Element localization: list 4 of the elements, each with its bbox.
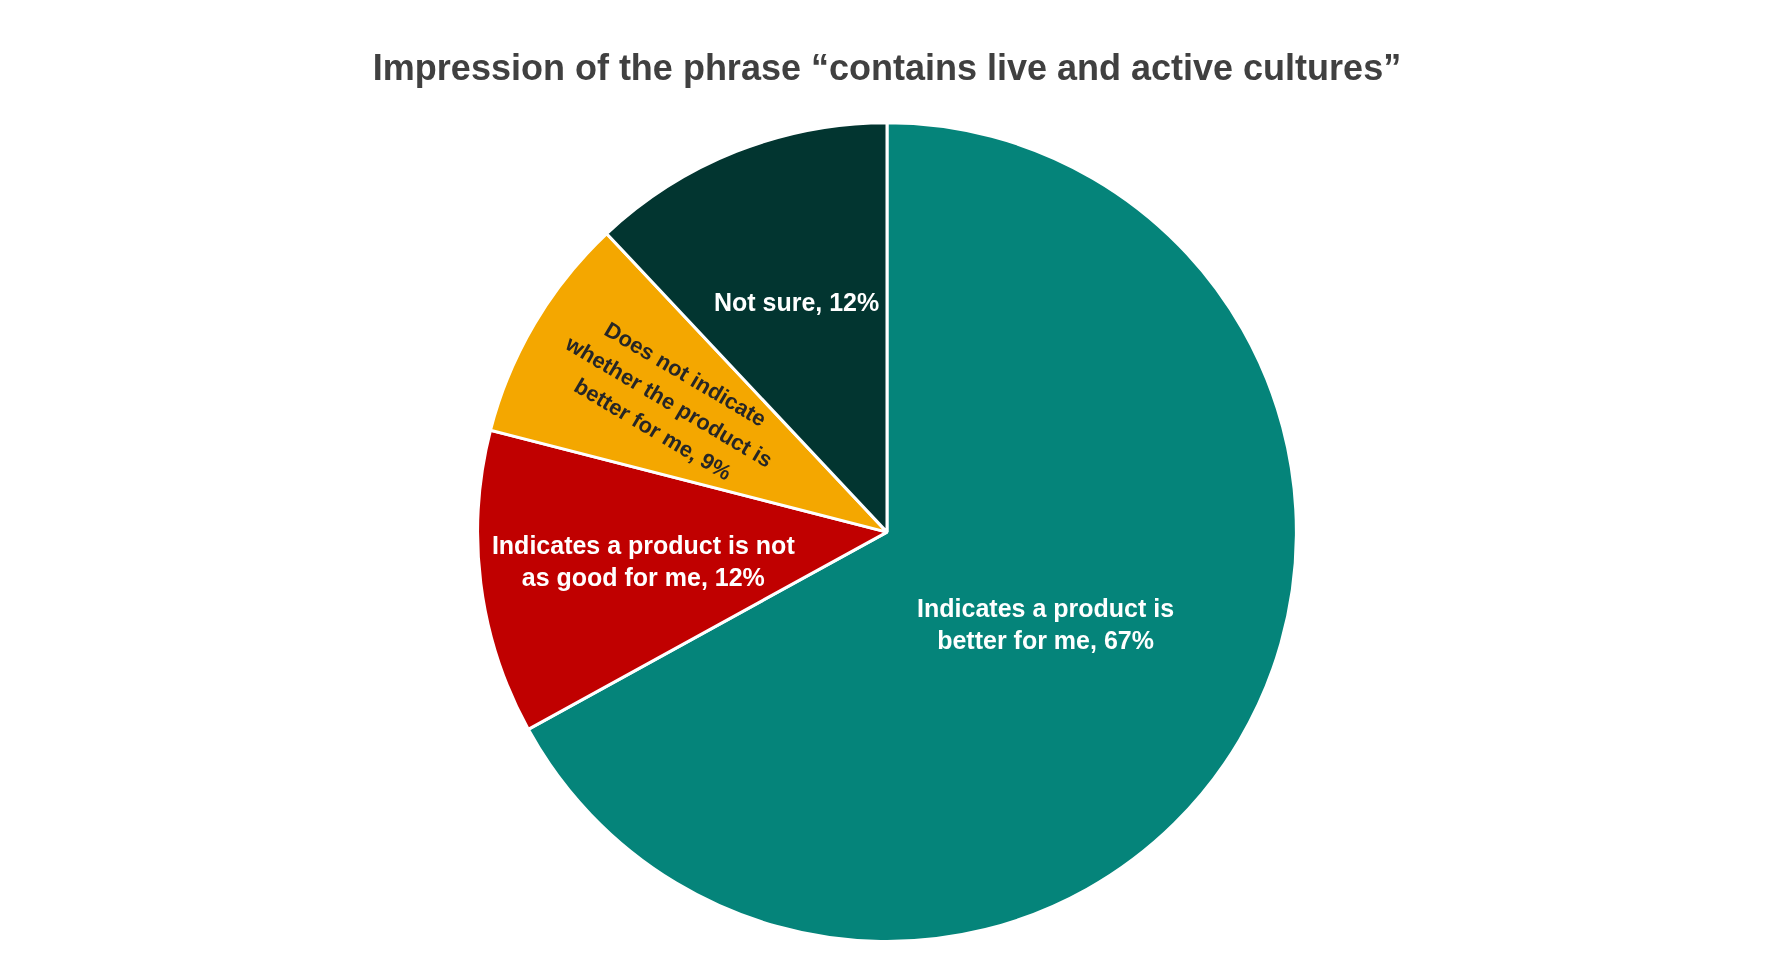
slice-label: Indicates a product is better for me, 67% — [917, 593, 1175, 654]
slice-label: Indicates a product is not as good for me, 12% — [491, 530, 796, 591]
chart-title: Impression of the phrase “contains live and active cultures” — [372, 46, 1402, 88]
slice-label: Not sure, 12% — [713, 287, 880, 316]
